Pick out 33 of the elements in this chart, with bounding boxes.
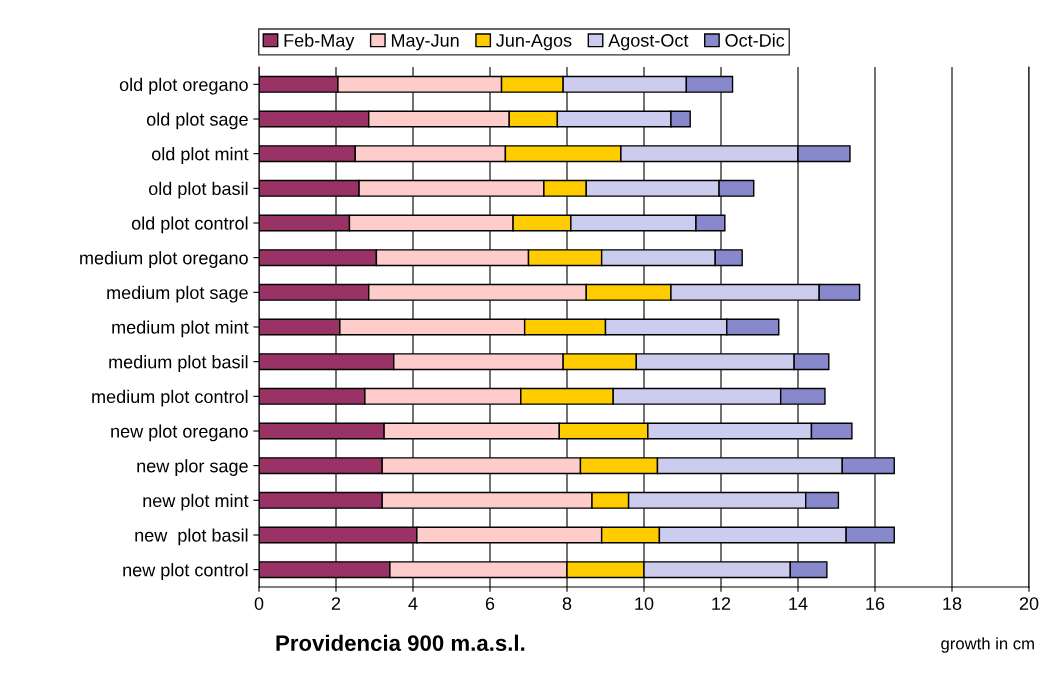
x-axis-title: growth in cm (941, 637, 1034, 653)
x-tick-label: 18 (943, 597, 962, 610)
x-tick-label: 6 (485, 597, 495, 610)
text: Providencia 900 m.a.s.l. (276, 634, 525, 651)
y-tick-label: old plot basil (148, 181, 248, 199)
y-tick-label: medium plot basil (109, 355, 248, 372)
y-tick-label: new plot control (123, 563, 248, 580)
x-tick-label: 2 (331, 597, 341, 610)
y-tick-label: medium plot control (92, 389, 248, 407)
x-tick-label: 4 (408, 597, 418, 610)
x-tick-label: 10 (635, 597, 654, 610)
y-tick-label: new plot mint (143, 493, 249, 511)
legend-label: Oct-Dic (725, 33, 785, 47)
y-tick-label: old plot control (131, 216, 248, 234)
x-tick-label: 12 (712, 597, 731, 610)
x-tick-label: 16 (866, 597, 885, 610)
y-tick-label: old plot mint (152, 147, 249, 164)
x-tick-label: 20 (1019, 597, 1039, 610)
legend-label: Agost-Oct (608, 34, 689, 51)
legend-label: Jun-Agos (496, 34, 572, 51)
y-tick-label: medium plot sage (107, 285, 248, 303)
y-tick-label: medium plot mint (112, 320, 249, 338)
y-tick-label: old plot oregano (119, 77, 248, 95)
x-tick-label: 14 (789, 597, 808, 610)
y-tick-label: new plot oregano (111, 424, 248, 442)
y-tick-label: new plor sage (137, 459, 248, 476)
legend-label: Feb-May (284, 33, 355, 51)
legend-label: May-Jun (391, 34, 459, 51)
y-tick-label: medium plot oregano (80, 251, 248, 268)
y-tick-label: new plot basil (135, 528, 248, 546)
x-tick-label: 8 (562, 597, 572, 610)
y-tick-label: old plot sage (146, 112, 248, 130)
x-tick-label: 0 (254, 597, 264, 610)
